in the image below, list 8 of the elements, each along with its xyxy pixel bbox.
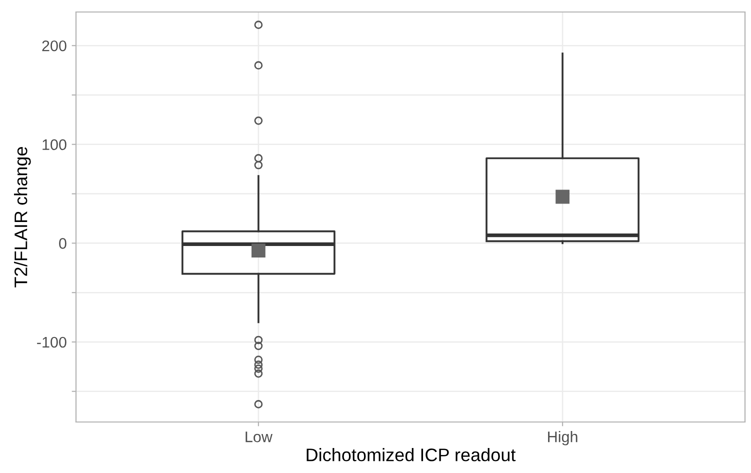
y-tick-label: -100 <box>37 336 66 348</box>
x-axis-title: Dichotomized ICP readout <box>306 448 516 462</box>
y-tick-label: 100 <box>42 139 66 150</box>
y-tick-label: 0 <box>59 238 66 249</box>
x-tick-label: Low <box>246 432 273 442</box>
y-tick-label: 200 <box>42 40 66 52</box>
y-axis-title: T2/FLAIR change <box>14 147 31 288</box>
x-tick-label: High <box>548 431 578 446</box>
